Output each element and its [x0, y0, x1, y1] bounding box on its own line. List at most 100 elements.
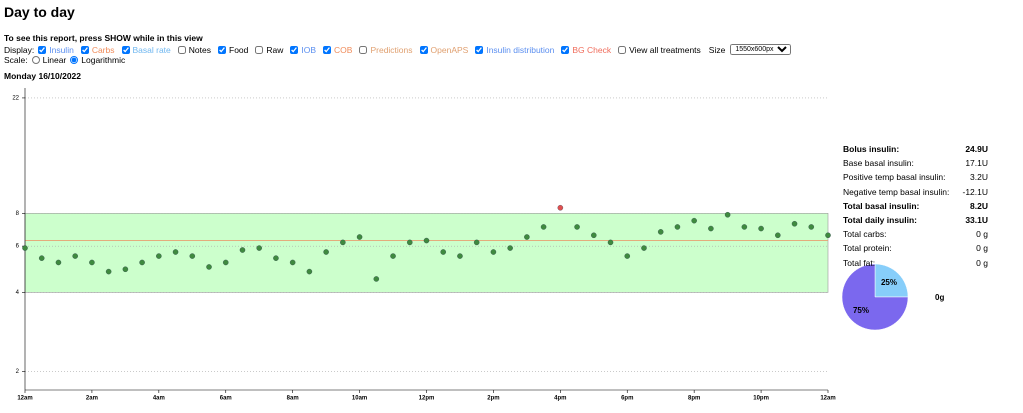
glucose-point	[691, 217, 697, 224]
checkbox[interactable]	[561, 45, 570, 54]
x-tick-label: 12pm	[419, 396, 435, 402]
x-tick-label: 4pm	[554, 396, 566, 402]
y-tick-label: 4	[16, 290, 20, 296]
option-label: IOB	[301, 44, 317, 55]
checkbox[interactable]	[38, 45, 47, 54]
glucose-point	[72, 253, 78, 259]
stats-row: Total carbs: 0 g	[843, 227, 988, 241]
stats-row: Total basal insulin: 8.2U	[843, 199, 988, 213]
glucose-point	[708, 225, 714, 232]
checkbox[interactable]	[255, 45, 264, 54]
page-title: Day to day	[4, 4, 75, 20]
glucose-point	[775, 232, 781, 239]
option-label: View all treatments	[629, 44, 701, 55]
stats-label: Total daily insulin:	[843, 215, 917, 226]
option-label: Insulin distribution	[486, 44, 555, 55]
y-tick-label: 2	[16, 369, 20, 375]
checkbox[interactable]	[80, 45, 89, 54]
glucose-point	[641, 245, 647, 251]
glucose-point	[256, 245, 262, 251]
glucose-point	[323, 249, 329, 255]
glucose-point	[172, 249, 179, 255]
glucose-point	[38, 255, 45, 261]
x-tick-label: 6am	[220, 396, 232, 402]
checkbox[interactable]	[475, 45, 484, 54]
glucose-point	[574, 224, 580, 230]
checkbox[interactable]	[359, 45, 368, 54]
pie-label: 75%	[853, 306, 869, 315]
glucose-point	[356, 234, 363, 240]
checkbox[interactable]	[218, 45, 226, 54]
glucose-point	[306, 268, 313, 275]
glucose-point	[624, 253, 631, 259]
glucose-point	[206, 264, 212, 270]
display-label: Display:	[4, 44, 35, 55]
stats-label: Positive temp basal insulin:	[843, 172, 946, 183]
glucose-point	[189, 253, 196, 259]
checkbox[interactable]	[290, 45, 299, 54]
option-label: Food	[229, 44, 249, 55]
glucose-point	[440, 249, 446, 255]
stats-row: Total fat: 0 g	[843, 256, 988, 270]
stats-value: 0 g	[976, 257, 988, 268]
checkbox[interactable]	[177, 45, 186, 54]
stats-value: 24.9U	[965, 144, 988, 155]
option-label: OpenAPS	[430, 44, 469, 55]
glucose-point	[89, 259, 95, 266]
y-tick-label: 8	[16, 211, 20, 217]
scale-row: Scale: Linear Logarithmic	[4, 55, 125, 65]
option-label: Basal rate	[132, 44, 171, 55]
date: Monday 16/10/2022	[4, 71, 82, 81]
instruction: To see this report, press SHOW while in …	[4, 33, 203, 43]
glucose-point	[407, 239, 413, 246]
x-tick-label: 4am	[153, 396, 165, 402]
glucose-point	[423, 237, 430, 244]
stats-label: Negative temp basal insulin:	[843, 186, 950, 197]
pie-side-label: 0g	[935, 293, 944, 302]
size-label: Size	[708, 44, 726, 55]
glucose-point	[222, 259, 229, 266]
glucose-point	[524, 234, 530, 240]
option-label: BG Check	[572, 44, 612, 55]
size-select[interactable]: 1550x600px	[730, 44, 792, 55]
stats-value: 0 g	[976, 243, 988, 254]
checkbox[interactable]	[618, 45, 627, 54]
radio[interactable]	[70, 56, 79, 64]
glucose-point	[507, 245, 513, 251]
stats-value: 33.1U	[965, 215, 988, 226]
x-tick-label: 12am	[820, 396, 835, 402]
checkbox[interactable]	[419, 45, 428, 54]
glucose-point	[758, 225, 764, 232]
x-tick-label: 2am	[86, 396, 98, 402]
glucose-point	[122, 266, 129, 272]
x-tick-label: 8am	[287, 396, 299, 402]
pie-label: 25%	[881, 278, 897, 287]
stats-value: 17.1U	[965, 158, 988, 169]
glucose-point	[373, 276, 380, 282]
radio[interactable]	[31, 56, 40, 64]
y-tick-label: 22	[12, 96, 19, 102]
glucose-point	[490, 249, 497, 255]
stats-row: Total daily insulin: 33.1U	[843, 213, 988, 227]
x-tick-label: 12am	[17, 396, 32, 402]
stats-row: Bolus insulin: 24.9U	[843, 142, 988, 156]
x-tick-label: 10am	[352, 396, 367, 402]
x-tick-label: 8pm	[688, 396, 700, 402]
scale-option: Linear	[42, 55, 67, 65]
display-row: Display: Insulin Carbs Basal rate Notes Food…	[4, 44, 792, 55]
glucose-point	[607, 239, 614, 246]
checkbox[interactable]	[121, 45, 130, 54]
checkbox[interactable]	[323, 45, 332, 54]
option-label: Insulin	[49, 44, 74, 55]
glucose-point	[540, 224, 547, 230]
stats-label: Total protein:	[843, 243, 892, 254]
glucose-point	[273, 255, 279, 261]
option-label: Carbs	[91, 44, 115, 55]
stats-value: 0 g	[976, 229, 988, 240]
glucose-point	[825, 232, 831, 239]
x-tick-label: 6pm	[621, 396, 633, 402]
stats-row: Negative temp basal insulin: -12.1U	[843, 185, 988, 199]
glucose-point	[105, 268, 112, 275]
glucose-point	[139, 259, 145, 266]
